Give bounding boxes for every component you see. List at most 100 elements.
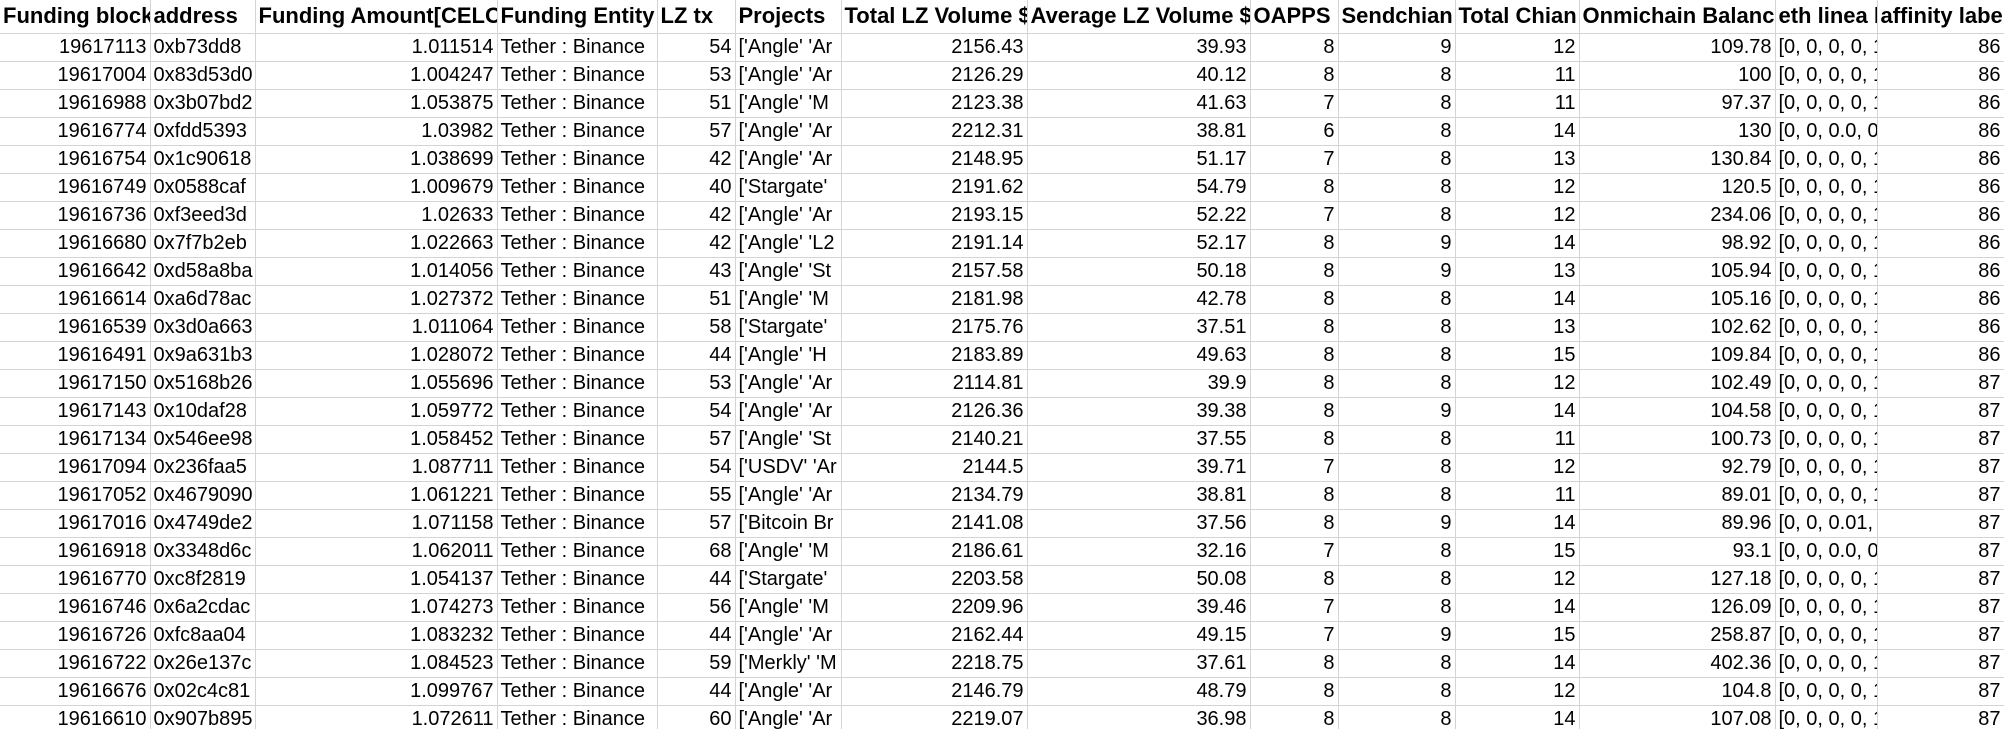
table-cell[interactable]: 40 <box>657 173 736 202</box>
table-cell[interactable]: 39.71 <box>1027 453 1251 482</box>
table-cell[interactable]: 19617094 <box>0 453 151 482</box>
table-cell[interactable]: Tether : Binance <box>497 649 658 678</box>
table-cell[interactable]: 42 <box>657 229 736 258</box>
table-cell[interactable]: 1.084523 <box>255 649 498 678</box>
table-cell[interactable]: 1.099767 <box>255 677 498 706</box>
table-cell[interactable]: 2186.61 <box>841 537 1028 566</box>
table-cell[interactable]: 1.062011 <box>255 537 498 566</box>
table-cell[interactable]: 52.22 <box>1027 201 1251 230</box>
table-cell[interactable]: 59 <box>657 649 736 678</box>
table-cell[interactable]: 1.055696 <box>255 369 498 398</box>
table-cell[interactable]: 1.058452 <box>255 425 498 454</box>
table-cell[interactable]: 234.06 <box>1579 201 1776 230</box>
table-cell[interactable]: ['Bitcoin Br <box>735 509 842 538</box>
table-cell[interactable]: 57 <box>657 117 736 146</box>
table-cell[interactable]: 39.93 <box>1027 33 1251 62</box>
table-cell[interactable]: 14 <box>1455 593 1580 622</box>
table-cell[interactable]: 9 <box>1338 621 1456 650</box>
table-cell[interactable]: 44 <box>657 621 736 650</box>
table-cell[interactable]: 0x546ee98 <box>150 425 256 454</box>
table-cell[interactable]: Tether : Binance <box>497 229 658 258</box>
table-cell[interactable]: 51 <box>657 285 736 314</box>
table-cell[interactable]: 104.58 <box>1579 397 1776 426</box>
table-cell[interactable]: 19616736 <box>0 201 151 230</box>
table-cell[interactable]: 87 <box>1877 453 2004 482</box>
table-cell[interactable]: 11 <box>1455 425 1580 454</box>
table-cell[interactable]: 19616754 <box>0 145 151 174</box>
table-cell[interactable]: 8 <box>1250 705 1339 729</box>
table-cell[interactable]: 42 <box>657 201 736 230</box>
table-cell[interactable]: ['Angle' 'Ar <box>735 369 842 398</box>
header-lz-tx[interactable]: LZ tx <box>657 0 736 34</box>
table-cell[interactable]: 8 <box>1250 425 1339 454</box>
table-cell[interactable]: 57 <box>657 425 736 454</box>
table-cell[interactable]: ['Angle' 'Ar <box>735 481 842 510</box>
table-cell[interactable]: 8 <box>1250 341 1339 370</box>
header-funding-entity[interactable]: Funding Entity <box>497 0 658 34</box>
table-cell[interactable]: 2191.14 <box>841 229 1028 258</box>
table-cell[interactable]: 0x1c90618 <box>150 145 256 174</box>
table-cell[interactable]: Tether : Binance <box>497 145 658 174</box>
table-cell[interactable]: 2126.36 <box>841 397 1028 426</box>
table-cell[interactable]: [0, 0, 0, 0, 1 <box>1775 677 1878 706</box>
table-cell[interactable]: 107.08 <box>1579 705 1776 729</box>
table-cell[interactable]: 11 <box>1455 61 1580 90</box>
table-cell[interactable]: 87 <box>1877 705 2004 729</box>
table-cell[interactable]: 8 <box>1250 61 1339 90</box>
table-cell[interactable]: 37.61 <box>1027 649 1251 678</box>
table-cell[interactable]: 8 <box>1338 705 1456 729</box>
table-cell[interactable]: 1.071158 <box>255 509 498 538</box>
table-cell[interactable]: 15 <box>1455 341 1580 370</box>
table-cell[interactable]: [0, 0, 0, 0, 1 <box>1775 453 1878 482</box>
table-cell[interactable]: 19616726 <box>0 621 151 650</box>
table-cell[interactable]: ['Angle' 'St <box>735 425 842 454</box>
table-cell[interactable]: 58 <box>657 313 736 342</box>
table-cell[interactable]: 19616774 <box>0 117 151 146</box>
table-cell[interactable]: 1.014056 <box>255 257 498 286</box>
table-cell[interactable]: 2144.5 <box>841 453 1028 482</box>
table-cell[interactable]: 87 <box>1877 509 2004 538</box>
table-cell[interactable]: ['Merkly' 'M <box>735 649 842 678</box>
table-cell[interactable]: 1.009679 <box>255 173 498 202</box>
table-cell[interactable]: 19617004 <box>0 61 151 90</box>
table-cell[interactable]: 8 <box>1338 649 1456 678</box>
table-cell[interactable]: [0, 0, 0, 0, 1 <box>1775 257 1878 286</box>
table-cell[interactable]: Tether : Binance <box>497 677 658 706</box>
table-cell[interactable]: ['Angle' 'Ar <box>735 705 842 729</box>
table-cell[interactable]: 127.18 <box>1579 565 1776 594</box>
header-sendchian[interactable]: Sendchian <box>1338 0 1456 34</box>
table-cell[interactable]: 0xc8f2819 <box>150 565 256 594</box>
table-cell[interactable]: 1.022663 <box>255 229 498 258</box>
header-total-lz-volume[interactable]: Total LZ Volume $ <box>841 0 1028 34</box>
table-cell[interactable]: 37.51 <box>1027 313 1251 342</box>
table-cell[interactable]: 19616642 <box>0 257 151 286</box>
table-cell[interactable]: 40.12 <box>1027 61 1251 90</box>
table-cell[interactable]: 14 <box>1455 229 1580 258</box>
table-cell[interactable]: 8 <box>1338 537 1456 566</box>
table-cell[interactable]: 2123.38 <box>841 89 1028 118</box>
table-cell[interactable]: 86 <box>1877 229 2004 258</box>
table-cell[interactable]: Tether : Binance <box>497 593 658 622</box>
table-cell[interactable]: 100 <box>1579 61 1776 90</box>
table-cell[interactable]: 8 <box>1338 425 1456 454</box>
header-onmichain-balance[interactable]: Onmichain Balance <box>1579 0 1776 34</box>
table-cell[interactable]: 0x10daf28 <box>150 397 256 426</box>
table-cell[interactable]: 15 <box>1455 621 1580 650</box>
table-cell[interactable]: Tether : Binance <box>497 509 658 538</box>
table-cell[interactable]: 0x6a2cdac <box>150 593 256 622</box>
table-cell[interactable]: 1.061221 <box>255 481 498 510</box>
table-cell[interactable]: 53 <box>657 369 736 398</box>
table-cell[interactable]: 8 <box>1250 509 1339 538</box>
table-cell[interactable]: 41.63 <box>1027 89 1251 118</box>
table-cell[interactable]: ['USDV' 'Ar <box>735 453 842 482</box>
table-cell[interactable]: 19616680 <box>0 229 151 258</box>
table-cell[interactable]: 19617143 <box>0 397 151 426</box>
table-cell[interactable]: 19617052 <box>0 481 151 510</box>
table-cell[interactable]: 0x83d53d0 <box>150 61 256 90</box>
table-cell[interactable]: 13 <box>1455 145 1580 174</box>
table-cell[interactable]: [0, 0, 0, 0, 1 <box>1775 341 1878 370</box>
table-cell[interactable]: 86 <box>1877 61 2004 90</box>
table-cell[interactable]: 0xfdd5393 <box>150 117 256 146</box>
table-cell[interactable]: 54 <box>657 33 736 62</box>
table-cell[interactable]: ['Angle' 'Ar <box>735 677 842 706</box>
